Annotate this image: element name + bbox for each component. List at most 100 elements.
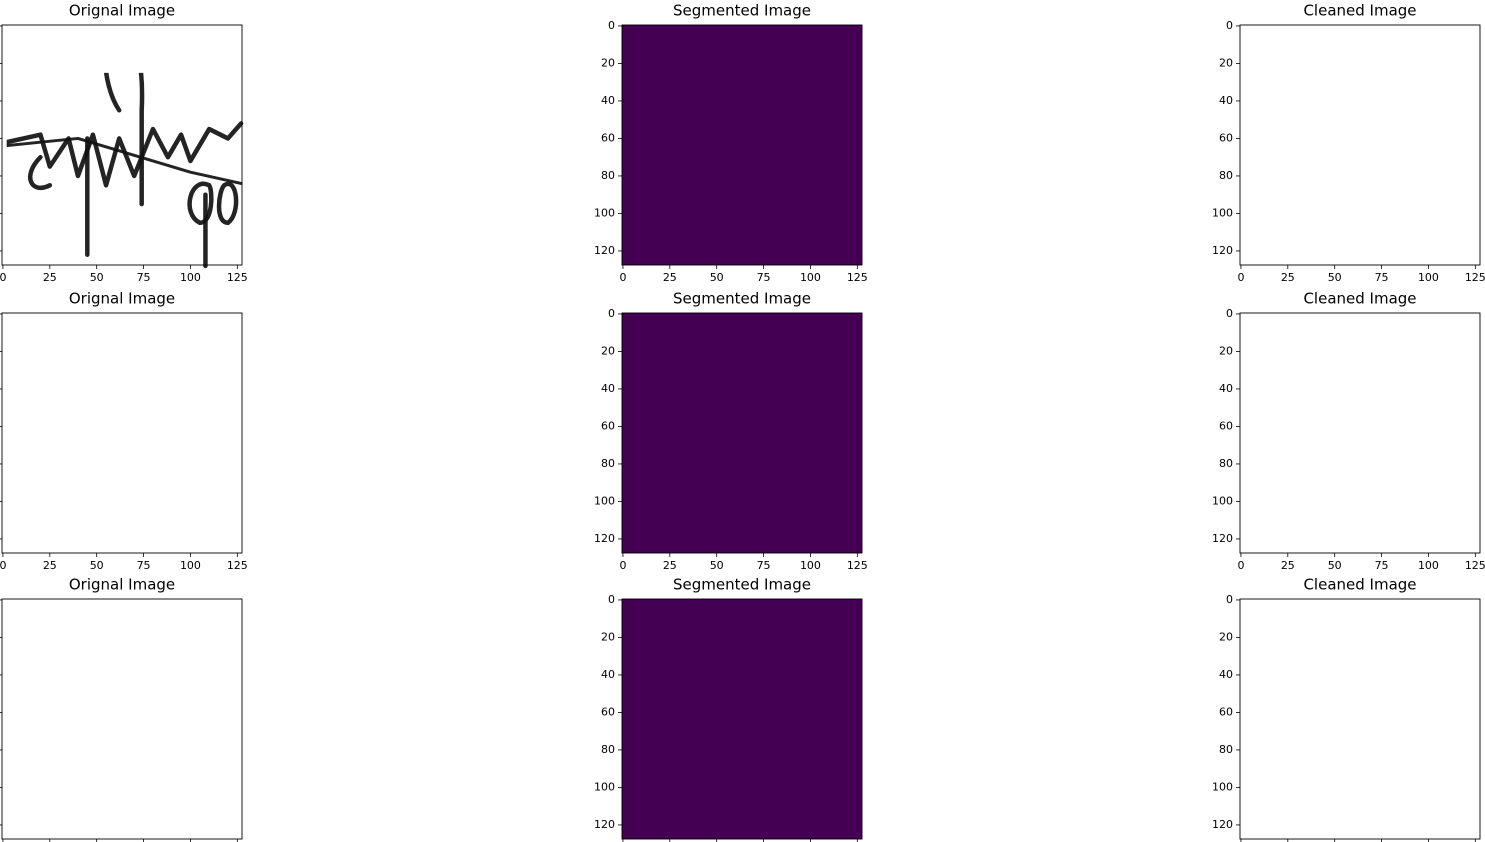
y-tick-label: 100	[1212, 206, 1233, 219]
subplot-title: Segmented Image	[673, 576, 811, 594]
x-tick-label: 25	[663, 559, 677, 572]
subplot: Cleaned Image 0 25 50 75 100 125 0 20 40 60 80 100 12…	[1212, 2, 1485, 285]
x-tick-label: 50	[90, 271, 104, 284]
y-tick-label: 120	[594, 532, 615, 545]
subplot: Segmented Image 0 25 50 75 100 125 0 20 40 60 80 100…	[594, 2, 868, 285]
x-tick-label: 50	[1328, 271, 1342, 284]
subplot: Cleaned Image 0 20 40 60 80 100 120	[1212, 576, 1481, 842]
y-tick-label: 100	[594, 206, 615, 219]
y-tick-label: 80	[1219, 169, 1233, 182]
x-tick-label: 100	[1418, 559, 1439, 572]
y-tick-label: 0	[608, 19, 615, 32]
image-background	[622, 25, 862, 265]
y-tick-label: 20	[601, 56, 615, 69]
y-tick-label: 60	[1219, 419, 1233, 432]
axes-frame	[1, 598, 243, 840]
x-tick-label: 75	[137, 271, 151, 284]
y-tick-label: 20	[1219, 344, 1233, 357]
axes-frame	[1, 24, 243, 266]
y-tick-label: 120	[1212, 244, 1233, 257]
y-tick-label: 0	[608, 593, 615, 606]
x-tick-label: 25	[43, 559, 57, 572]
y-tick-label: 60	[601, 705, 615, 718]
x-tick-label: 50	[710, 559, 724, 572]
x-tick-label: 0	[619, 559, 626, 572]
x-tick-label: 125	[1465, 271, 1485, 284]
axes-frame	[1, 312, 243, 554]
y-tick-label: 80	[601, 457, 615, 470]
x-tick-label: 25	[1281, 559, 1295, 572]
image-background	[2, 313, 242, 553]
x-tick-label: 0	[0, 559, 6, 572]
x-tick-label: 25	[1281, 271, 1295, 284]
x-tick-label: 50	[90, 559, 104, 572]
subplot: Orignal Image	[0, 576, 243, 842]
y-tick-label: 100	[1212, 494, 1233, 507]
image-background	[1240, 25, 1480, 265]
subplot: Orignal Image 0 25 50 75 100 125	[0, 290, 248, 572]
axes-frame	[1239, 598, 1481, 840]
y-tick-label: 40	[1219, 94, 1233, 107]
y-tick-label: 60	[1219, 131, 1233, 144]
x-tick-label: 0	[1237, 271, 1244, 284]
axes-frame	[621, 24, 863, 266]
x-tick-label: 125	[847, 559, 868, 572]
subplot-title: Orignal Image	[69, 290, 175, 308]
y-tick-label: 80	[601, 743, 615, 756]
x-tick-label: 100	[800, 559, 821, 572]
x-tick-label: 100	[800, 271, 821, 284]
x-tick-label: 125	[1465, 559, 1485, 572]
x-tick-label: 25	[43, 271, 57, 284]
axes-frame	[1239, 312, 1481, 554]
y-tick-label: 80	[1219, 457, 1233, 470]
x-tick-label: 100	[180, 271, 201, 284]
x-tick-label: 100	[1418, 271, 1439, 284]
y-tick-label: 20	[1219, 630, 1233, 643]
x-tick-label: 100	[180, 559, 201, 572]
image-content	[6, 72, 244, 269]
y-tick-label: 120	[594, 818, 615, 831]
image-background	[622, 599, 862, 839]
y-tick-label: 60	[601, 131, 615, 144]
strike-stroke	[6, 136, 243, 185]
y-tick-label: 60	[601, 419, 615, 432]
y-tick-label: 0	[1226, 307, 1233, 320]
signature-stroke	[216, 181, 239, 226]
subplot: Orignal Image 0 25 50 75 100 125	[0, 2, 248, 284]
x-tick-label: 25	[663, 271, 677, 284]
y-tick-label: 60	[1219, 705, 1233, 718]
subplot-title: Cleaned Image	[1303, 2, 1416, 20]
x-tick-label: 75	[1375, 559, 1389, 572]
y-tick-label: 40	[1219, 668, 1233, 681]
y-tick-label: 100	[594, 494, 615, 507]
signature-stroke	[187, 181, 214, 226]
x-tick-label: 75	[1375, 271, 1389, 284]
x-tick-label: 125	[227, 559, 248, 572]
subplot-title: Orignal Image	[69, 576, 175, 594]
image-background	[1240, 313, 1480, 553]
subplot: Segmented Image 0 25 50 75 100 125 0 20 40 60 80 100…	[594, 290, 868, 573]
y-tick-label: 100	[594, 780, 615, 793]
axes-frame	[621, 312, 863, 554]
y-tick-label: 0	[608, 307, 615, 320]
subplot-title: Cleaned Image	[1303, 290, 1416, 308]
y-tick-label: 0	[1226, 19, 1233, 32]
x-tick-label: 125	[227, 271, 248, 284]
y-tick-label: 0	[1226, 593, 1233, 606]
x-tick-label: 125	[847, 271, 868, 284]
y-tick-label: 20	[601, 630, 615, 643]
signature-stroke	[28, 154, 53, 190]
y-tick-label: 120	[594, 244, 615, 257]
x-tick-label: 50	[1328, 559, 1342, 572]
image-background	[1240, 599, 1480, 839]
x-tick-label: 50	[710, 271, 724, 284]
x-tick-label: 0	[619, 271, 626, 284]
x-tick-label: 75	[137, 559, 151, 572]
x-tick-label: 0	[0, 271, 6, 284]
x-tick-label: 0	[1237, 559, 1244, 572]
signature-stroke	[6, 121, 244, 188]
y-tick-label: 20	[1219, 56, 1233, 69]
x-tick-label: 75	[757, 271, 771, 284]
y-tick-label: 40	[1219, 382, 1233, 395]
y-tick-label: 40	[601, 382, 615, 395]
